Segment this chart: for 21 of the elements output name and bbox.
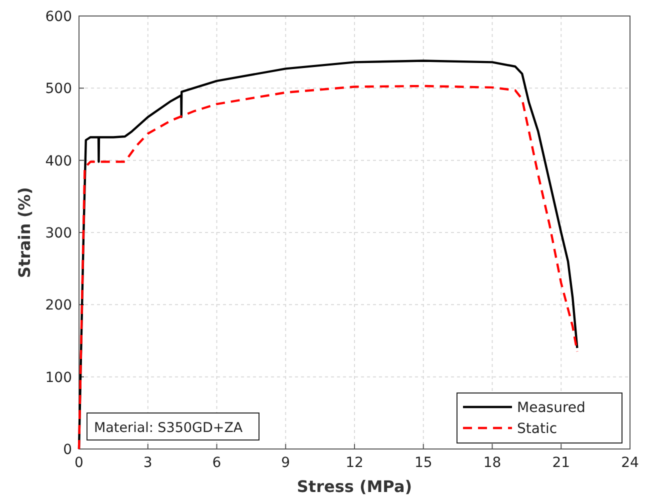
x-tick-label: 18	[483, 455, 502, 471]
y-axis-title: Strain (%)	[15, 187, 34, 278]
y-tick-label: 600	[45, 9, 72, 25]
x-tick-label: 12	[346, 455, 364, 471]
y-tick-label: 100	[45, 370, 72, 386]
y-tick-label: 500	[45, 81, 72, 98]
annotation: Material: S350GD+ZA	[94, 420, 244, 436]
x-tick-label: 3	[143, 455, 152, 471]
y-tick-label: 300	[45, 226, 72, 242]
x-tick-label: 0	[74, 455, 84, 471]
y-tick-label: 0	[63, 442, 72, 458]
x-tick-label: 6	[212, 455, 222, 471]
x-tick-label: 15	[414, 455, 432, 471]
x-tick-label: 21	[552, 455, 570, 471]
x-tick-label: 24	[621, 455, 639, 471]
legend-label: Static	[517, 421, 558, 437]
legend-label: Measured	[517, 400, 586, 416]
y-tick-label: 200	[45, 298, 72, 314]
x-axis-title: Stress (MPa)	[296, 477, 412, 496]
y-tick-label: 400	[45, 153, 72, 170]
x-tick-label: 9	[281, 455, 290, 471]
